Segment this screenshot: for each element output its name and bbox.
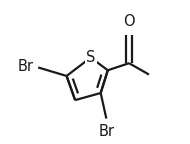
Text: Br: Br <box>98 124 114 139</box>
Text: Br: Br <box>18 58 34 74</box>
Text: S: S <box>86 50 95 65</box>
Text: O: O <box>123 14 135 29</box>
